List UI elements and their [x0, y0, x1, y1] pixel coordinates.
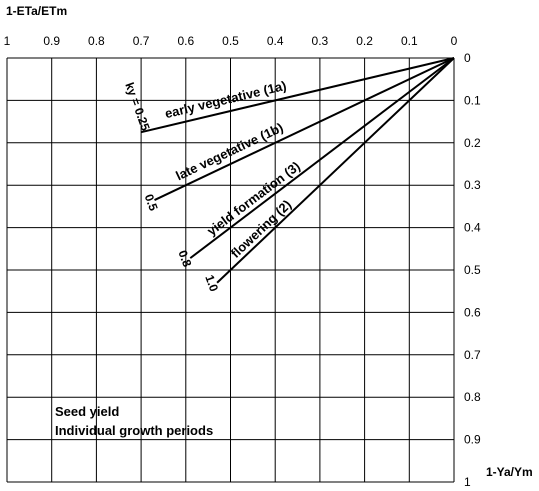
y-tick-label: 0.5	[464, 263, 481, 277]
grid	[6, 57, 455, 483]
x-tick-label: 0.2	[356, 34, 373, 48]
x-tick-label: 0.9	[43, 34, 60, 48]
x-tick-label: 0.8	[88, 34, 105, 48]
x-tick-label: 0.1	[401, 34, 418, 48]
x-tick-label: 0.7	[133, 34, 150, 48]
ky-label: 1.0	[202, 273, 221, 294]
y-tick-label: 0.1	[464, 93, 481, 107]
x-tick-label: 1	[4, 34, 11, 48]
y-axis-title: 1-Ya/Ym	[486, 465, 533, 479]
y-tick-label: 0.2	[464, 136, 481, 150]
x-tick-label: 0.5	[222, 34, 239, 48]
series-line	[140, 57, 455, 134]
series-lines	[140, 57, 455, 284]
x-tick-labels: 1 0.9 0.8 0.7 0.6 0.5 0.4 0.3 0.2 0.1 0	[4, 34, 458, 48]
series-labels: early vegetative (1a)late vegetative (1b…	[163, 78, 303, 261]
y-tick-label: 0.8	[464, 390, 481, 404]
y-tick-label: 0.3	[464, 178, 481, 192]
y-tick-label: 0	[464, 51, 471, 65]
series-line	[154, 57, 455, 201]
series-line	[216, 57, 455, 284]
y-tick-label: 0.6	[464, 305, 481, 319]
series-label: late vegetative (1b)	[173, 120, 285, 184]
x-tick-label: 0.3	[312, 34, 329, 48]
ky-label: 0.5	[142, 192, 161, 213]
y-tick-labels: 0 0.1 0.2 0.3 0.4 0.5 0.6 0.7 0.8 0.9 1	[464, 51, 481, 489]
ky-label: 0.8	[175, 248, 194, 269]
y-tick-label: 0.9	[464, 433, 481, 447]
x-tick-label: 0.4	[267, 34, 284, 48]
y-tick-label: 1	[464, 475, 471, 489]
series-line	[189, 57, 455, 259]
ky-label: ky = 0.25	[122, 80, 152, 132]
y-tick-label: 0.4	[464, 221, 481, 235]
x-tick-label: 0.6	[177, 34, 194, 48]
series-label: early vegetative (1a)	[163, 78, 287, 121]
x-axis-title: 1-ETa/ETm	[6, 4, 67, 18]
y-tick-label: 0.7	[464, 348, 481, 362]
x-tick-label: 0	[451, 34, 458, 48]
annotation-growth-periods: Individual growth periods	[55, 423, 213, 438]
annotation-seed-yield: Seed yield	[55, 404, 119, 419]
